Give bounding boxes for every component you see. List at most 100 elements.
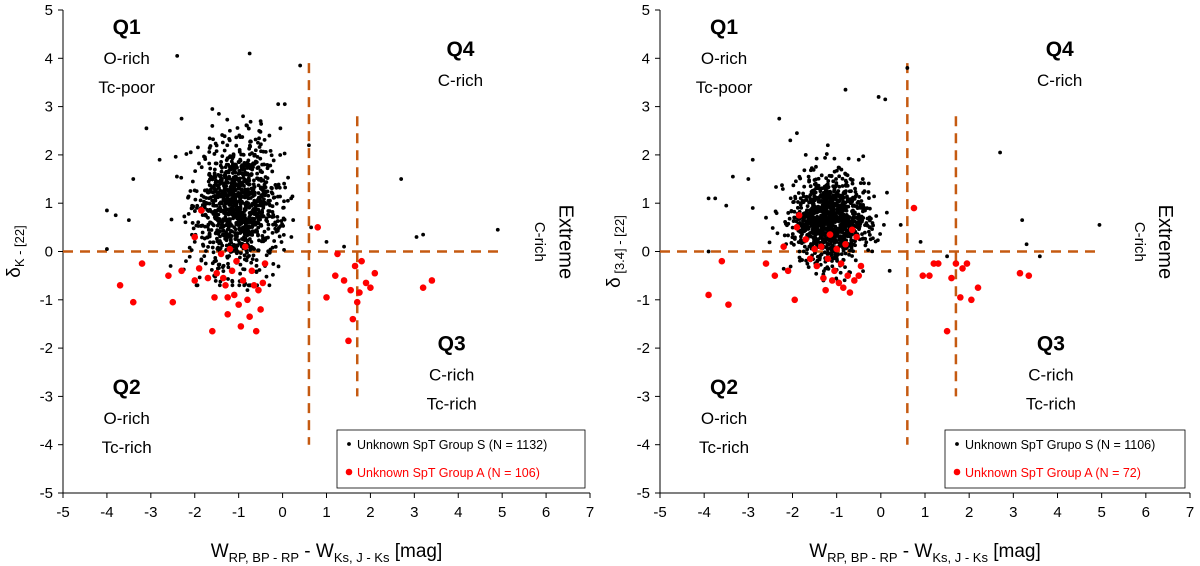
- data-point-group-a: [725, 301, 732, 308]
- y-tick-label: 4: [45, 50, 53, 67]
- data-point-group-a: [228, 267, 236, 275]
- data-point-group-s: [823, 187, 828, 191]
- data-point-group-s: [113, 213, 118, 218]
- data-point-group-s: [789, 209, 794, 214]
- data-point-group-a: [1016, 269, 1024, 277]
- data-point-group-s: [215, 239, 220, 244]
- data-point-group-s: [227, 128, 232, 133]
- data-point-group-s: [199, 258, 204, 263]
- data-point-group-s: [845, 231, 850, 236]
- data-point-group-s: [801, 229, 806, 233]
- data-point-group-a: [793, 224, 801, 231]
- data-point-group-s: [212, 209, 217, 214]
- data-point-group-s: [853, 258, 858, 263]
- data-point-group-a: [952, 260, 960, 267]
- data-point-group-s: [179, 175, 184, 180]
- data-point-group-s: [264, 274, 269, 279]
- data-point-group-s: [852, 197, 857, 201]
- data-point-group-s: [251, 201, 256, 206]
- data-point-group-s: [217, 216, 222, 221]
- extreme-label: Extreme: [1154, 205, 1176, 279]
- data-point-group-s: [795, 131, 799, 136]
- data-point-group-s: [268, 148, 273, 153]
- data-point-group-s: [814, 229, 819, 234]
- data-point-group-s: [241, 152, 246, 157]
- data-point-group-s: [851, 249, 856, 253]
- data-point-group-s: [196, 220, 201, 225]
- data-point-group-s: [272, 195, 277, 200]
- data-point-group-s: [774, 185, 778, 189]
- data-point-group-s: [208, 144, 213, 148]
- data-point-group-s: [279, 219, 284, 223]
- x-tick-label: -4: [100, 504, 113, 521]
- y-tick-label: 4: [642, 50, 650, 67]
- data-point-group-s: [214, 187, 218, 192]
- data-point-group-s: [219, 160, 223, 164]
- data-point-group-s: [834, 168, 839, 173]
- data-point-group-s: [247, 283, 252, 288]
- data-point-group-s: [224, 207, 229, 212]
- y-tick-label: 1: [642, 195, 650, 212]
- quadrant-desc-q1: O-rich: [701, 49, 747, 68]
- data-point-group-s: [282, 151, 287, 156]
- data-point-group-s: [221, 194, 226, 199]
- data-point-group-s: [797, 255, 802, 260]
- data-point-group-s: [865, 206, 870, 210]
- data-point-group-s: [215, 223, 220, 228]
- data-point-group-a: [795, 211, 803, 219]
- data-point-group-s: [824, 176, 829, 181]
- data-point-group-a: [191, 233, 199, 241]
- data-point-group-s: [237, 170, 242, 175]
- data-point-group-s: [245, 233, 250, 238]
- data-point-group-s: [265, 176, 270, 180]
- data-point-group-a: [255, 286, 262, 294]
- data-point-group-s: [1097, 223, 1102, 227]
- data-point-group-a: [851, 277, 858, 284]
- data-point-group-s: [873, 239, 878, 244]
- data-point-group-s: [206, 227, 211, 232]
- data-point-group-s: [186, 194, 191, 199]
- data-point-group-s: [798, 230, 803, 234]
- data-point-group-s: [213, 197, 218, 202]
- data-point-group-s: [228, 234, 233, 238]
- data-point-group-s: [342, 244, 346, 249]
- data-point-group-s: [846, 204, 851, 209]
- data-point-group-s: [212, 152, 217, 156]
- data-point-group-a: [943, 327, 951, 335]
- data-point-group-s: [254, 263, 259, 268]
- data-point-group-s: [793, 179, 798, 184]
- data-point-group-s: [238, 255, 242, 260]
- data-point-group-s: [851, 216, 856, 220]
- data-point-group-s: [215, 183, 220, 188]
- data-point-group-a: [334, 250, 341, 258]
- data-point-group-a: [959, 265, 966, 272]
- data-point-group-s: [245, 250, 249, 255]
- data-point-group-s: [234, 182, 239, 187]
- data-point-group-s: [276, 264, 281, 269]
- data-point-group-s: [238, 262, 243, 267]
- data-point-group-s: [945, 254, 949, 259]
- data-point-group-a: [762, 260, 770, 267]
- data-point-group-a: [974, 284, 982, 292]
- quadrant-desc-q3: Tc-rich: [427, 395, 477, 414]
- data-point-group-s: [233, 170, 238, 175]
- data-point-group-s: [105, 208, 109, 213]
- x-tick-label: -1: [232, 504, 245, 521]
- data-point-group-s: [850, 209, 854, 214]
- data-point-group-s: [228, 190, 232, 195]
- data-point-group-s: [773, 209, 778, 214]
- data-point-group-s: [247, 237, 252, 241]
- data-point-group-s: [266, 212, 271, 217]
- data-point-group-a: [934, 260, 942, 267]
- data-point-group-a: [129, 298, 137, 306]
- x-tick-label: -2: [786, 504, 799, 521]
- data-point-group-s: [861, 207, 866, 211]
- data-point-group-a: [217, 250, 225, 258]
- x-tick-label: 1: [322, 504, 330, 521]
- data-point-group-s: [188, 189, 193, 193]
- data-point-group-s: [281, 205, 286, 210]
- data-point-group-s: [238, 251, 243, 256]
- data-point-group-s: [218, 229, 222, 234]
- data-point-group-a: [848, 226, 856, 234]
- data-point-group-s: [860, 232, 864, 237]
